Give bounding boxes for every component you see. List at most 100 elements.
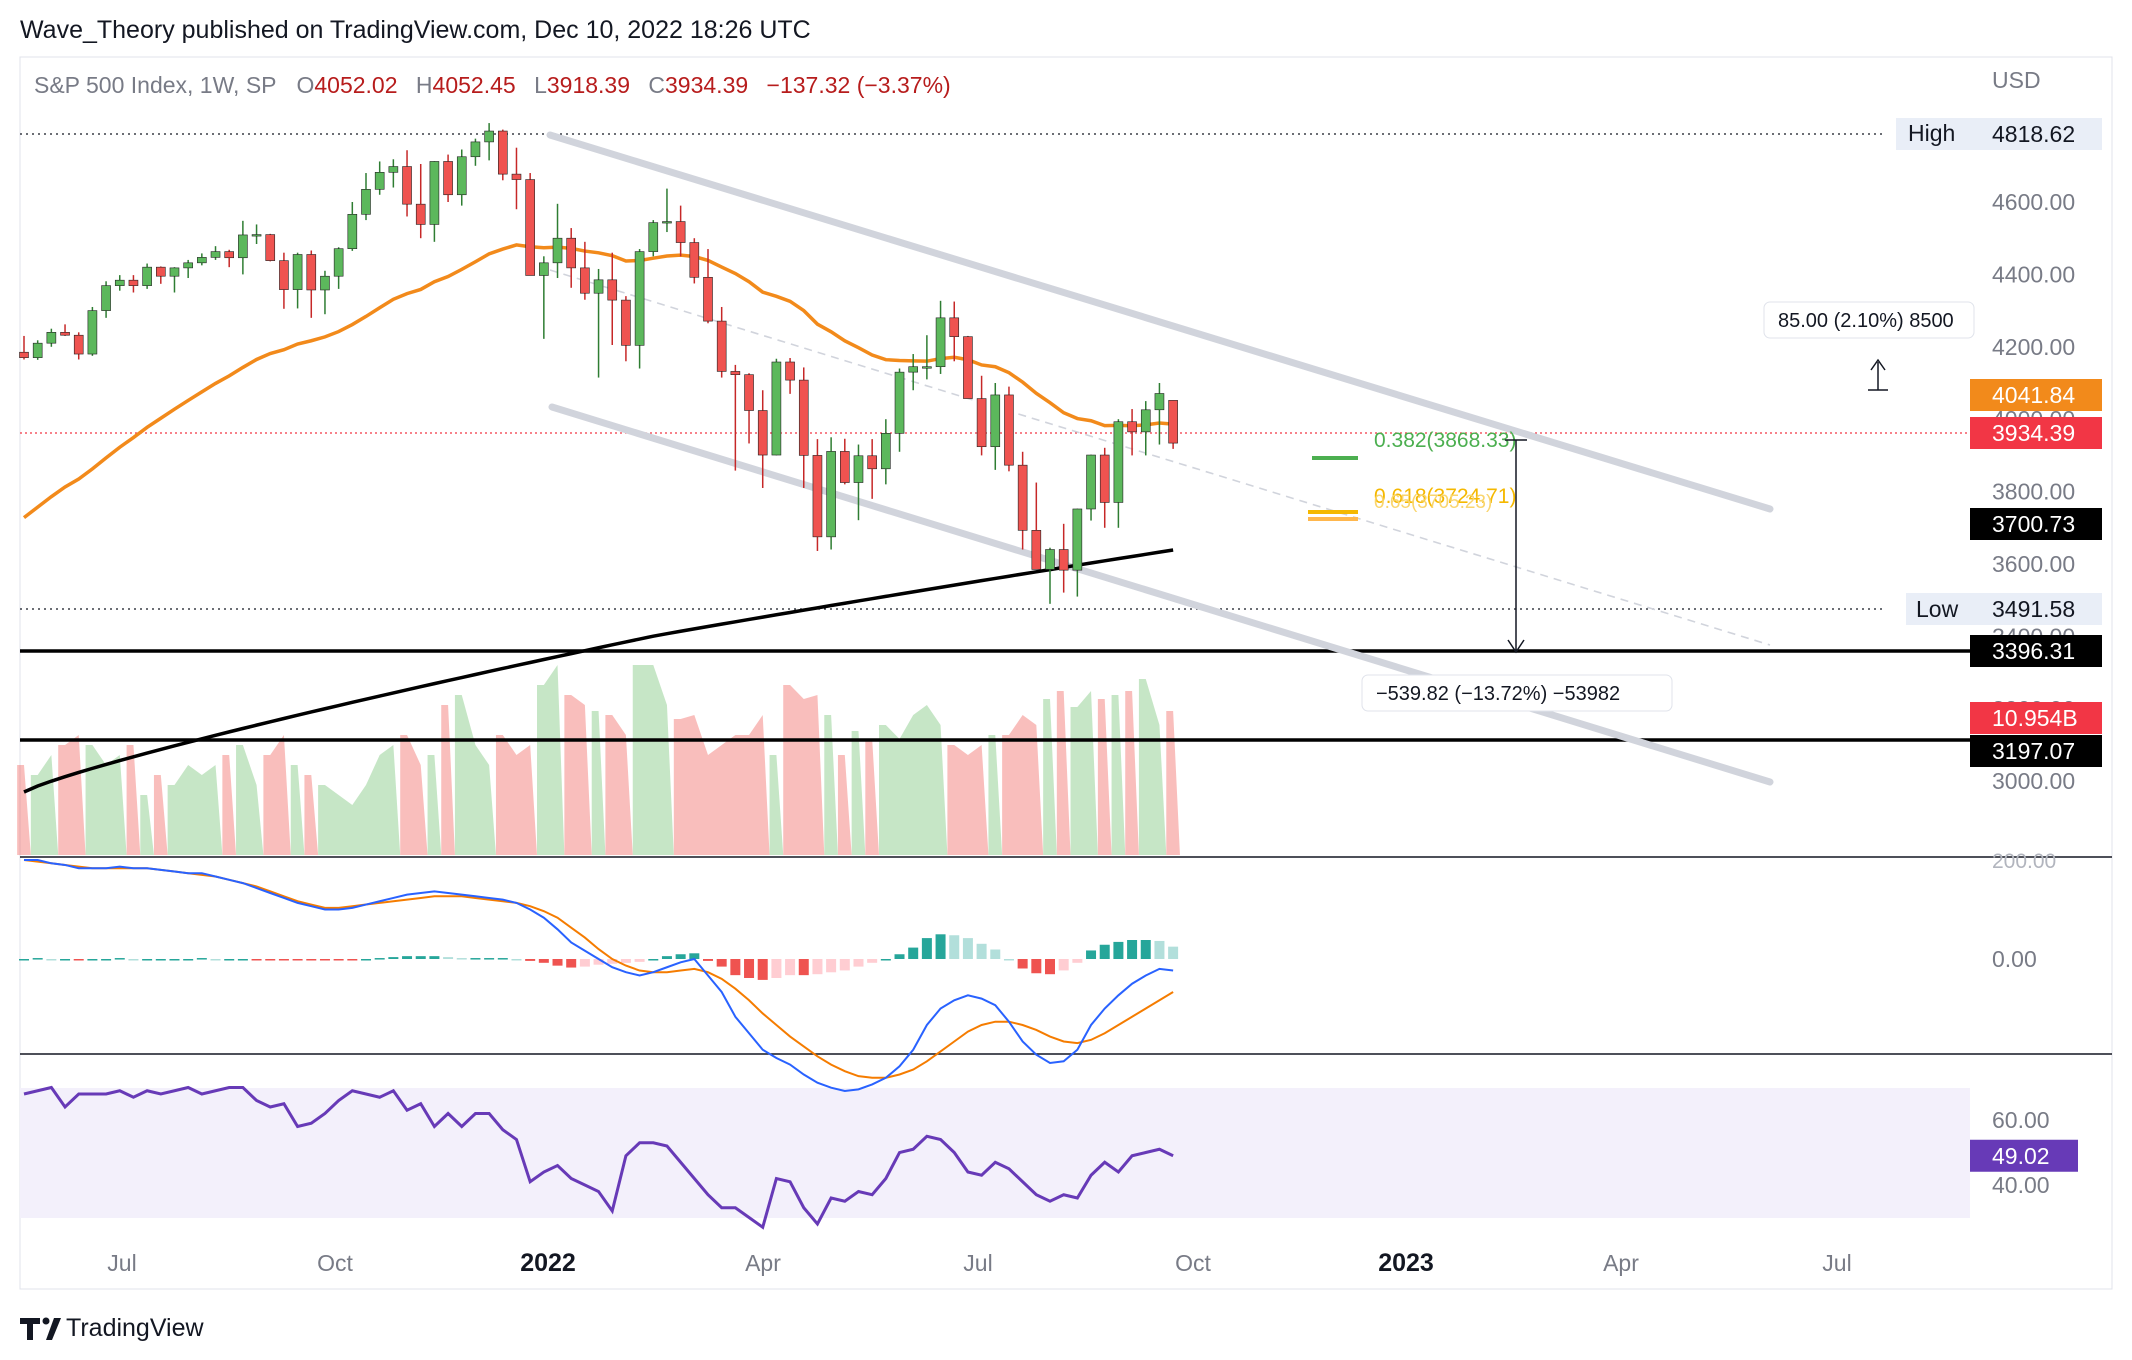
macd-histogram-bar <box>361 959 371 961</box>
macd-histogram-bar <box>237 959 248 961</box>
candle-body <box>1072 508 1083 571</box>
high-label-bg <box>1896 118 1970 150</box>
candlestick-series[interactable] <box>19 123 1178 604</box>
macd-histogram-bar <box>265 959 276 961</box>
measure-up-label: 85.00 (2.10%) 8500 <box>1778 310 1954 332</box>
macd-histogram-bar <box>415 956 426 959</box>
candle-body <box>634 251 645 346</box>
candle-body <box>46 332 57 344</box>
macd-zero-label: 0.00 <box>1992 946 2037 972</box>
macd-histogram-bar <box>1168 946 1179 959</box>
candle-body <box>484 130 494 143</box>
candle-body <box>101 285 111 311</box>
moving-averages[interactable] <box>22 243 1174 794</box>
rsi-value-tag: 49.02 <box>1992 1143 2050 1169</box>
low-value-bg <box>1970 593 2102 625</box>
candle-body <box>443 161 453 196</box>
high-value: 4818.62 <box>1992 121 2075 147</box>
candle-body <box>320 275 330 291</box>
macd-histogram-bar <box>484 958 495 960</box>
macd-histogram-bar <box>183 959 194 961</box>
price-tick: 4200.00 <box>1992 334 2075 360</box>
macd-histogram-bar <box>661 956 672 959</box>
legend-open-value: 4052.02 <box>314 72 397 98</box>
candle-body <box>1004 394 1014 466</box>
rsi-pane[interactable]: 60.00 40.00 49.02 <box>23 1085 2078 1230</box>
macd-histogram-bar <box>839 959 850 971</box>
legend-low-value: 3918.39 <box>547 72 630 98</box>
candle-body <box>224 251 234 259</box>
rsi-value-bg <box>1970 1139 2078 1172</box>
candle-body <box>744 374 754 411</box>
candle-body <box>539 262 549 276</box>
candle-body <box>251 234 262 237</box>
annotations[interactable]: 0.382(3868.33) 0.618(3724.71)0.65(3705.23… <box>1308 301 1975 712</box>
macd-histogram-bar <box>1113 941 1124 959</box>
candle-body <box>963 336 973 399</box>
brand-name: TradingView <box>66 1314 205 1342</box>
macd-histogram-bar <box>46 959 57 961</box>
ema-price-tag-bg <box>1970 379 2102 411</box>
macd-histogram-bar <box>32 958 43 960</box>
candle-body <box>169 267 180 277</box>
macd-histogram-bar <box>429 956 440 959</box>
macd-histogram-bar <box>812 959 823 975</box>
macd-histogram-bar <box>634 959 645 962</box>
macd-histogram-bar <box>1031 959 1042 974</box>
macd-histogram-bar <box>402 956 413 959</box>
macd-histogram-bar <box>1127 940 1138 959</box>
time-tick: 2022 <box>520 1249 576 1277</box>
macd-pane[interactable]: 0.00 200.00 <box>19 850 2056 1093</box>
measure-up-arrowhead <box>1870 358 1886 371</box>
high-label: High <box>1908 120 1955 146</box>
trend-channel[interactable] <box>546 131 1774 786</box>
macd-histogram-bar <box>497 958 508 960</box>
candle-body <box>128 279 139 286</box>
volume-up-area <box>30 665 1167 855</box>
tradingview-logo-slash <box>46 1318 61 1340</box>
measure-down-label: −539.82 (−13.72%) −53982 <box>1376 683 1620 705</box>
candle-body <box>1031 530 1042 570</box>
macd-top-label: 200.00 <box>1992 850 2056 873</box>
ohlc-legend: S&P 500 Index, 1W, SP O4052.02 H4052.45 … <box>34 72 951 98</box>
candle-body <box>881 433 891 470</box>
price-tick: 3800.00 <box>1992 479 2075 505</box>
legend-change: −137.32 (−3.37%) <box>767 72 951 98</box>
candle-body <box>511 173 522 180</box>
macd-histogram-bar <box>1017 959 1028 969</box>
candle-body <box>949 317 960 337</box>
macd-histogram-bar <box>880 959 891 961</box>
tradingview-logo[interactable]: TradingView <box>20 1314 205 1342</box>
rsi-band <box>20 1088 1970 1218</box>
candle-body <box>374 172 385 190</box>
macd-histogram-bar <box>374 958 385 960</box>
candle-body <box>156 266 166 277</box>
macd-histogram-bar <box>921 938 932 959</box>
channel-upper-line <box>546 131 1774 513</box>
candle-body <box>580 267 590 294</box>
macd-histogram-bar <box>607 959 618 964</box>
candle-body <box>853 455 864 483</box>
macd-histogram-bar <box>1140 940 1151 959</box>
time-tick: Jul <box>107 1250 136 1276</box>
candle-body <box>689 242 700 278</box>
fib-0618-label: 0.618(3724.71) <box>1374 485 1516 508</box>
macd-histogram-bar <box>210 959 221 961</box>
candle-body <box>607 279 618 301</box>
candle-body <box>197 257 207 264</box>
macd-histogram-bar <box>511 959 522 961</box>
candle-body <box>675 221 686 243</box>
time-axis[interactable]: Jul Oct 2022 Apr Jul Oct 2023 Apr Jul <box>107 1249 1851 1277</box>
candle-body <box>826 451 836 538</box>
candle-body <box>183 262 193 269</box>
price-axis[interactable]: 3000.003200.003400.003600.003800.004000.… <box>1896 118 2102 794</box>
candle-body <box>19 351 29 358</box>
macd-histogram-bar <box>1003 959 1014 961</box>
volume-tag-bg <box>1970 702 2102 734</box>
macd-histogram-bar <box>976 943 987 959</box>
candle-body <box>1127 421 1137 433</box>
candle-body <box>238 234 248 259</box>
macd-histogram-bar <box>935 934 946 959</box>
